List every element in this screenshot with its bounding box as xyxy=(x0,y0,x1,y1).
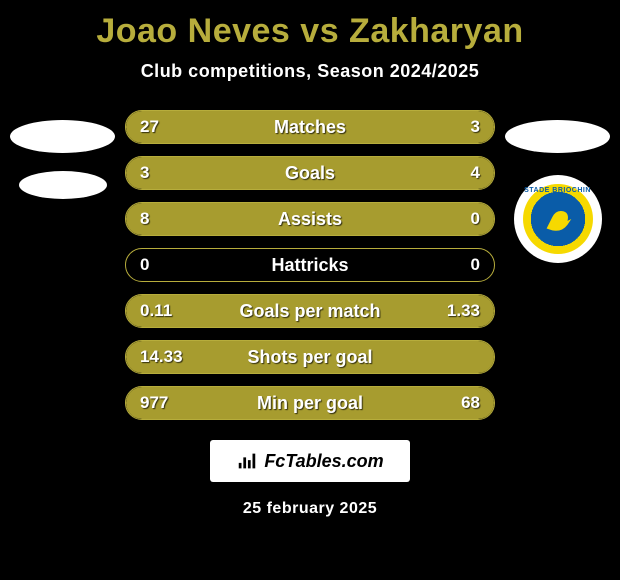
stat-row-goals-per-match: 0.11 Goals per match 1.33 xyxy=(125,294,495,328)
stat-rows: 27 Matches 3 3 Goals 4 8 Assists 0 0 Hat… xyxy=(125,110,495,420)
player-avatar-placeholder xyxy=(505,120,610,153)
stat-row-min-per-goal: 977 Min per goal 68 xyxy=(125,386,495,420)
fill-left xyxy=(126,111,457,143)
value-left: 0 xyxy=(140,255,149,275)
fill-right xyxy=(468,387,494,419)
player-avatar-placeholder xyxy=(10,120,115,153)
fill-right xyxy=(155,295,494,327)
row-label: Hattricks xyxy=(126,255,494,276)
club-badge: STADE BRIOCHIN xyxy=(514,175,602,263)
fill-left xyxy=(126,341,494,373)
avatars-right: STADE BRIOCHIN xyxy=(505,120,610,263)
brand-text: FcTables.com xyxy=(264,451,383,472)
value-right: 0 xyxy=(471,255,480,275)
stat-row-assists: 8 Assists 0 xyxy=(125,202,495,236)
fill-right xyxy=(457,111,494,143)
date-text: 25 february 2025 xyxy=(243,500,377,518)
stat-row-goals: 3 Goals 4 xyxy=(125,156,495,190)
griffin-icon xyxy=(539,200,577,238)
fill-right xyxy=(284,157,494,189)
fill-left xyxy=(126,295,155,327)
fill-left xyxy=(126,387,468,419)
brand-box[interactable]: FcTables.com xyxy=(210,440,409,482)
stat-row-shots-per-goal: 14.33 Shots per goal xyxy=(125,340,495,374)
page-title: Joao Neves vs Zakharyan xyxy=(96,12,523,51)
fill-left xyxy=(126,203,494,235)
avatars-left xyxy=(10,120,115,199)
subtitle: Club competitions, Season 2024/2025 xyxy=(141,61,480,82)
stat-row-hattricks: 0 Hattricks 0 xyxy=(125,248,495,282)
fill-left xyxy=(126,157,284,189)
stat-row-matches: 27 Matches 3 xyxy=(125,110,495,144)
chart-icon xyxy=(236,450,258,472)
club-badge-text: STADE BRIOCHIN xyxy=(524,187,591,194)
club-avatar-placeholder xyxy=(19,171,107,199)
